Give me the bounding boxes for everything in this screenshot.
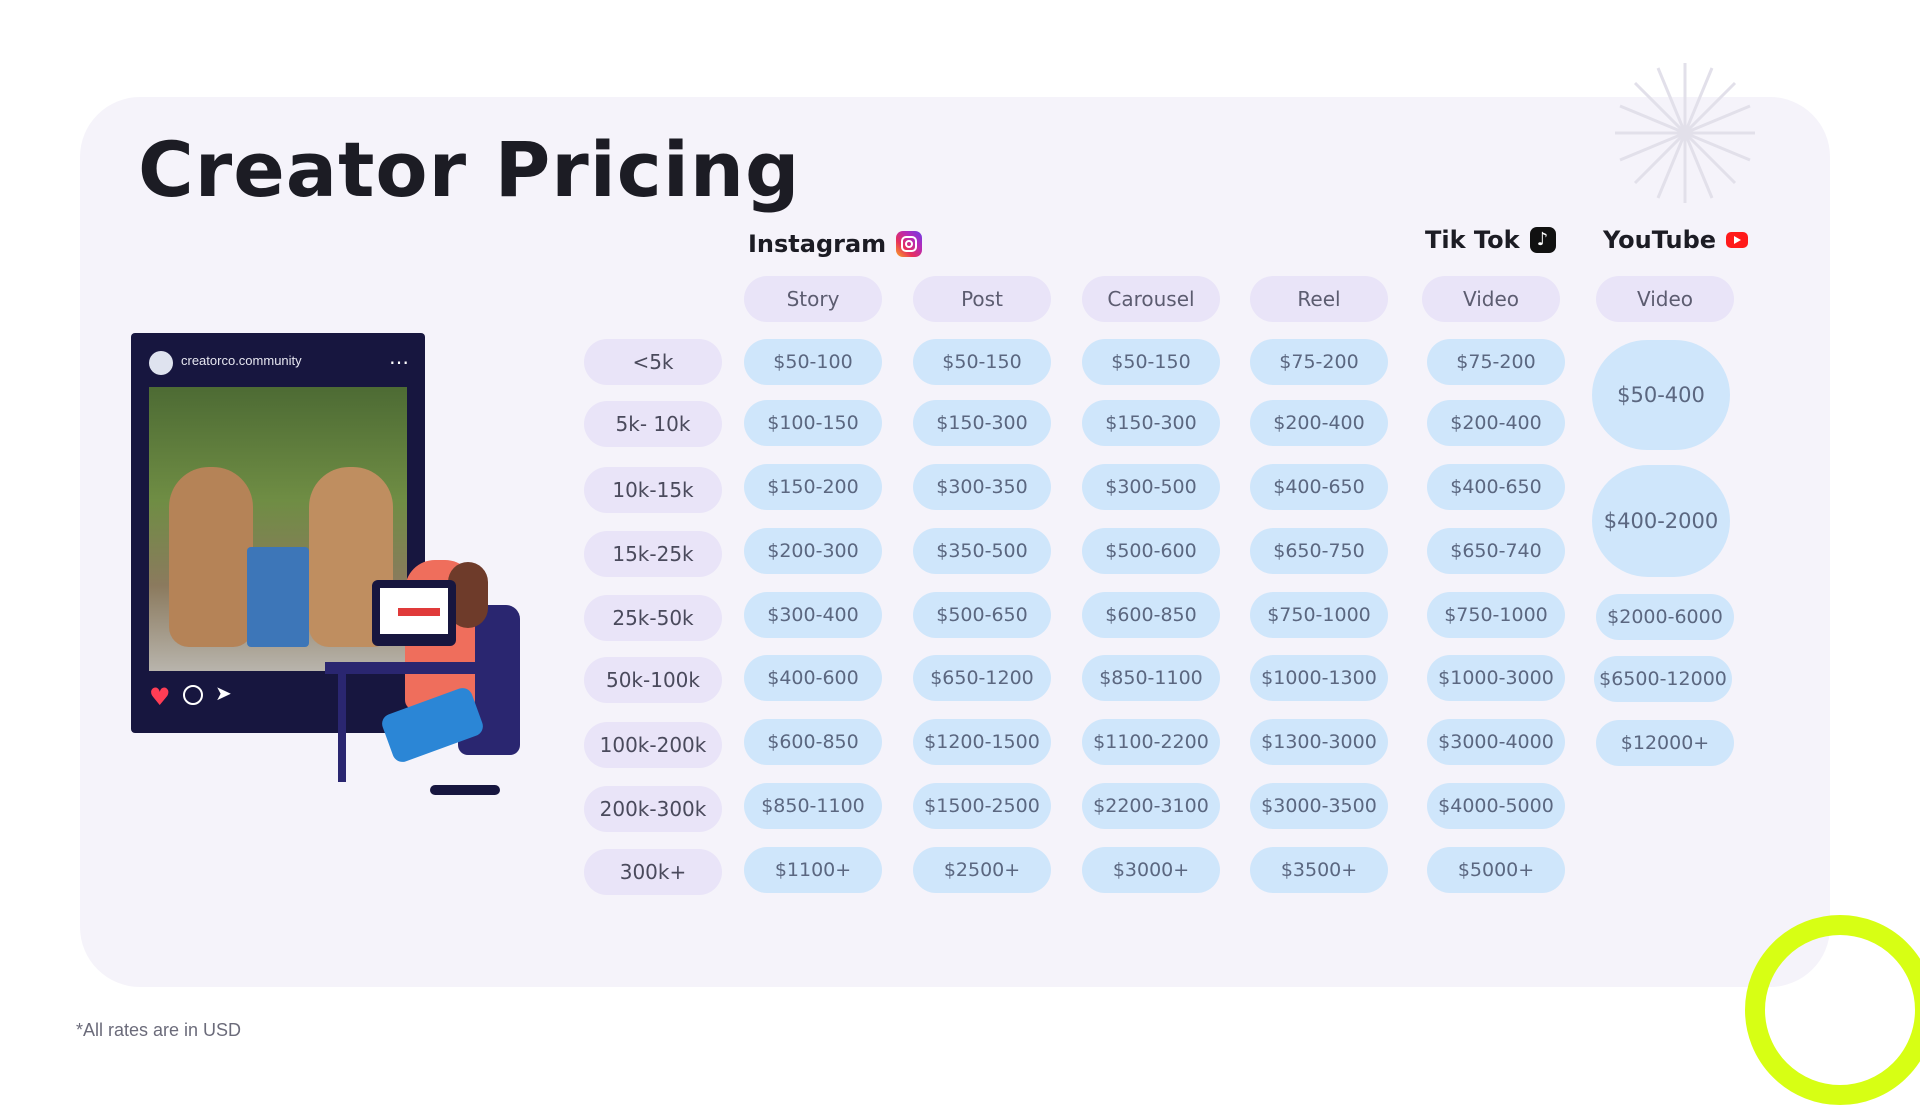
tier-label: 300k+ bbox=[584, 849, 722, 895]
youtube-icon bbox=[1726, 232, 1749, 248]
platform-tiktok: Tik Tok ♪ bbox=[1425, 226, 1556, 254]
monitor-screen bbox=[380, 588, 448, 634]
page-title: Creator Pricing bbox=[138, 125, 801, 214]
desk-illustration bbox=[325, 662, 485, 674]
price-youtube: $2000-6000 bbox=[1596, 594, 1734, 640]
price-story: $200-300 bbox=[744, 528, 882, 574]
price-post: $150-300 bbox=[913, 400, 1051, 446]
footnote: *All rates are in USD bbox=[76, 1020, 242, 1040]
price-story: $150-200 bbox=[744, 464, 882, 510]
price-carousel: $300-500 bbox=[1082, 464, 1220, 510]
monitor-illustration bbox=[372, 580, 456, 646]
price-youtube: $400-2000 bbox=[1592, 465, 1730, 577]
price-tiktok: $5000+ bbox=[1427, 847, 1565, 893]
send-icon: ➤ bbox=[215, 681, 232, 705]
price-youtube: $12000+ bbox=[1596, 720, 1734, 766]
price-story: $50-100 bbox=[744, 339, 882, 385]
tier-label: 50k-100k bbox=[584, 657, 722, 703]
starburst-decoration bbox=[1615, 63, 1755, 203]
price-youtube: $6500-12000 bbox=[1594, 656, 1732, 702]
tier-label: 25k-50k bbox=[584, 595, 722, 641]
price-post: $650-1200 bbox=[913, 655, 1051, 701]
price-tiktok: $75-200 bbox=[1427, 339, 1565, 385]
screen-bar bbox=[398, 608, 440, 616]
price-post: $1500-2500 bbox=[913, 783, 1051, 829]
price-story: $400-600 bbox=[744, 655, 882, 701]
platform-youtube: YouTube bbox=[1603, 226, 1749, 254]
price-tiktok: $200-400 bbox=[1427, 400, 1565, 446]
price-tiktok: $3000-4000 bbox=[1427, 719, 1565, 765]
platform-youtube-label: YouTube bbox=[1603, 226, 1717, 254]
price-reel: $650-750 bbox=[1250, 528, 1388, 574]
price-post: $2500+ bbox=[913, 847, 1051, 893]
price-post: $300-350 bbox=[913, 464, 1051, 510]
header-youtube-video: Video bbox=[1596, 276, 1734, 322]
post-photo bbox=[149, 387, 407, 671]
ring-decoration bbox=[1745, 915, 1920, 1105]
tier-label: 200k-300k bbox=[584, 786, 722, 832]
product-bag-image bbox=[247, 547, 309, 647]
price-carousel: $500-600 bbox=[1082, 528, 1220, 574]
price-youtube: $50-400 bbox=[1592, 340, 1730, 450]
price-carousel: $600-850 bbox=[1082, 592, 1220, 638]
platform-instagram: Instagram bbox=[748, 230, 923, 258]
price-tiktok: $1000-3000 bbox=[1427, 655, 1565, 701]
price-carousel: $3000+ bbox=[1082, 847, 1220, 893]
tiktok-icon: ♪ bbox=[1529, 227, 1556, 253]
price-reel: $1300-3000 bbox=[1250, 719, 1388, 765]
price-reel: $400-650 bbox=[1250, 464, 1388, 510]
desk-leg-illustration bbox=[338, 674, 346, 782]
price-carousel: $2200-3100 bbox=[1082, 783, 1220, 829]
price-tiktok: $750-1000 bbox=[1427, 592, 1565, 638]
price-reel: $1000-1300 bbox=[1250, 655, 1388, 701]
dog-image bbox=[169, 467, 253, 647]
header-reel: Reel bbox=[1250, 276, 1388, 322]
chair-base-illustration bbox=[430, 785, 500, 795]
price-reel: $3000-3500 bbox=[1250, 783, 1388, 829]
price-post: $1200-1500 bbox=[913, 719, 1051, 765]
tier-label: 100k-200k bbox=[584, 722, 722, 768]
comment-icon bbox=[183, 685, 203, 705]
tier-label: 15k-25k bbox=[584, 531, 722, 577]
header-story: Story bbox=[744, 276, 882, 322]
tier-label: 10k-15k bbox=[584, 467, 722, 513]
price-tiktok: $4000-5000 bbox=[1427, 783, 1565, 829]
price-reel: $3500+ bbox=[1250, 847, 1388, 893]
platform-instagram-label: Instagram bbox=[748, 230, 887, 258]
avatar bbox=[149, 351, 173, 375]
tier-label: 5k- 10k bbox=[584, 401, 722, 447]
price-story: $1100+ bbox=[744, 847, 882, 893]
header-tiktok-video: Video bbox=[1422, 276, 1560, 322]
price-post: $500-650 bbox=[913, 592, 1051, 638]
tier-label: <5k bbox=[584, 339, 722, 385]
price-carousel: $50-150 bbox=[1082, 339, 1220, 385]
price-story: $600-850 bbox=[744, 719, 882, 765]
price-reel: $75-200 bbox=[1250, 339, 1388, 385]
price-story: $300-400 bbox=[744, 592, 882, 638]
more-icon: … bbox=[389, 345, 409, 369]
header-carousel: Carousel bbox=[1082, 276, 1220, 322]
price-story: $850-1100 bbox=[744, 783, 882, 829]
price-reel: $750-1000 bbox=[1250, 592, 1388, 638]
price-story: $100-150 bbox=[744, 400, 882, 446]
price-post: $50-150 bbox=[913, 339, 1051, 385]
platform-tiktok-label: Tik Tok bbox=[1425, 226, 1520, 254]
price-tiktok: $400-650 bbox=[1427, 464, 1565, 510]
heart-icon: ♥ bbox=[149, 683, 171, 711]
post-handle: creatorco.community bbox=[181, 353, 302, 368]
price-carousel: $850-1100 bbox=[1082, 655, 1220, 701]
instagram-icon bbox=[896, 231, 923, 257]
price-tiktok: $650-740 bbox=[1427, 528, 1565, 574]
price-reel: $200-400 bbox=[1250, 400, 1388, 446]
header-post: Post bbox=[913, 276, 1051, 322]
price-carousel: $150-300 bbox=[1082, 400, 1220, 446]
price-carousel: $1100-2200 bbox=[1082, 719, 1220, 765]
price-post: $350-500 bbox=[913, 528, 1051, 574]
